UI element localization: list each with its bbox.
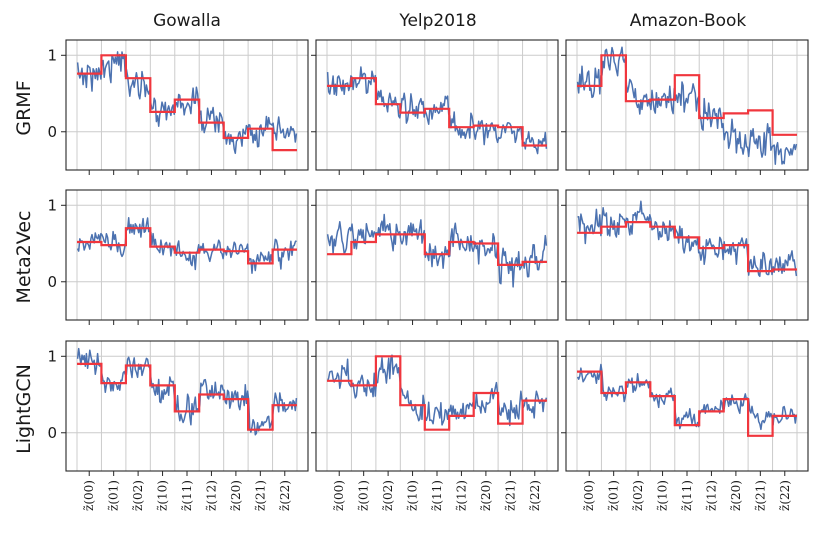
y-tick-label: 0 bbox=[47, 273, 57, 291]
x-tick-label: z̃(21) bbox=[753, 480, 767, 511]
x-tick-label: z̃(01) bbox=[357, 480, 371, 511]
x-tick-label: z̃(11) bbox=[680, 480, 694, 511]
panel-grmf-gowalla: 01 bbox=[47, 39, 309, 175]
x-tick-label: z̃(20) bbox=[479, 480, 493, 511]
series-segment-mean-lightgcn-yelp2018 bbox=[327, 355, 547, 431]
panel-lightgcn-amazon-book: z̃(00) z̃(01) z̃(02) z̃(10) z̃(11) z̃(12) z̃(2… bbox=[561, 340, 809, 511]
series-per-sample-meta2vec-amazon-book bbox=[577, 200, 798, 278]
row-label-grmf: GRMF bbox=[13, 80, 35, 135]
column-title-amazon-book: Amazon-Book bbox=[630, 11, 747, 31]
panel-frame bbox=[565, 340, 809, 472]
panel-meta2vec-yelp2018 bbox=[311, 189, 559, 325]
series-per-sample-meta2vec-yelp2018 bbox=[326, 213, 548, 288]
panel-lightgcn-gowalla: 0 1 z̃(00) z̃(01) z̃(02) z̃(10) z̃(11) z̃(12) z̃… bbox=[47, 340, 309, 511]
series-per-sample-lightgcn-amazon-book bbox=[576, 363, 798, 431]
series-segment-mean-lightgcn-gowalla bbox=[77, 362, 297, 431]
x-tick-label: z̃(00) bbox=[332, 480, 346, 511]
series-per-sample-lightgcn-yelp2018 bbox=[326, 354, 548, 427]
series-per-sample-grmf-gowalla bbox=[76, 51, 298, 155]
series-segment-mean-meta2vec-amazon-book bbox=[577, 221, 797, 273]
row-label-meta2vec: Meta2Vec bbox=[13, 211, 35, 304]
panel-grmf-yelp2018 bbox=[311, 39, 559, 175]
y-tick-label: 1 bbox=[47, 46, 57, 64]
series-segment-mean-grmf-gowalla bbox=[77, 54, 297, 152]
x-tick-label: z̃(02) bbox=[631, 480, 645, 511]
x-tick-label: z̃(11) bbox=[430, 480, 444, 511]
x-tick-label: z̃(02) bbox=[381, 480, 395, 511]
panel-lightgcn-yelp2018: z̃(00) z̃(01) z̃(02) z̃(10) z̃(11) z̃(12) z̃(2… bbox=[311, 340, 559, 511]
x-tick-label: z̃(10) bbox=[656, 480, 670, 511]
x-tick-label: z̃(22) bbox=[778, 480, 792, 511]
column-title-gowalla: Gowalla bbox=[153, 11, 221, 31]
x-tick-label: z̃(20) bbox=[229, 480, 243, 511]
y-tick-label: 0 bbox=[47, 123, 57, 141]
x-tick-label: z̃(11) bbox=[180, 480, 194, 511]
panel-meta2vec-gowalla: 01 bbox=[47, 189, 309, 325]
x-tick-label: z̃(21) bbox=[503, 480, 517, 511]
series-per-sample-grmf-yelp2018 bbox=[326, 66, 548, 155]
series-segment-mean-meta2vec-yelp2018 bbox=[327, 233, 547, 266]
series-segment-mean-meta2vec-gowalla bbox=[77, 227, 297, 265]
x-tick-label: z̃(10) bbox=[406, 480, 420, 511]
series-per-sample-meta2vec-gowalla bbox=[76, 217, 297, 274]
series-segment-mean-grmf-amazon-book bbox=[577, 54, 797, 136]
x-tick-label: z̃(00) bbox=[582, 480, 596, 511]
panel-grmf-amazon-book bbox=[561, 39, 809, 175]
x-tick-label: z̃(01) bbox=[607, 480, 621, 511]
x-tick-label: z̃(02) bbox=[131, 480, 145, 511]
x-tick-label: z̃(22) bbox=[278, 480, 292, 511]
x-tick-label: z̃(00) bbox=[82, 480, 96, 511]
series-segment-mean-grmf-yelp2018 bbox=[327, 77, 547, 147]
x-tick-label: z̃(12) bbox=[204, 480, 218, 511]
series-per-sample-grmf-amazon-book bbox=[576, 46, 798, 165]
x-tick-label: z̃(10) bbox=[156, 480, 170, 511]
series-segment-mean-lightgcn-amazon-book bbox=[577, 370, 797, 437]
x-tick-label: z̃(12) bbox=[454, 480, 468, 511]
x-tick-label: z̃(21) bbox=[253, 480, 267, 511]
row-label-lightgcn: LightGCN bbox=[13, 364, 35, 454]
x-tick-label: z̃(20) bbox=[729, 480, 743, 511]
x-tick-label: z̃(12) bbox=[704, 480, 718, 511]
column-title-yelp2018: Yelp2018 bbox=[398, 11, 476, 31]
series-per-sample-lightgcn-gowalla bbox=[76, 347, 298, 436]
x-tick-label: z̃(01) bbox=[107, 480, 121, 511]
panel-frame bbox=[315, 39, 559, 171]
y-tick-label: 0 bbox=[47, 424, 57, 442]
y-tick-label: 1 bbox=[47, 196, 57, 214]
y-tick-label: 1 bbox=[47, 347, 57, 365]
x-tick-label: z̃(22) bbox=[528, 480, 542, 511]
panel-meta2vec-amazon-book bbox=[561, 189, 809, 325]
